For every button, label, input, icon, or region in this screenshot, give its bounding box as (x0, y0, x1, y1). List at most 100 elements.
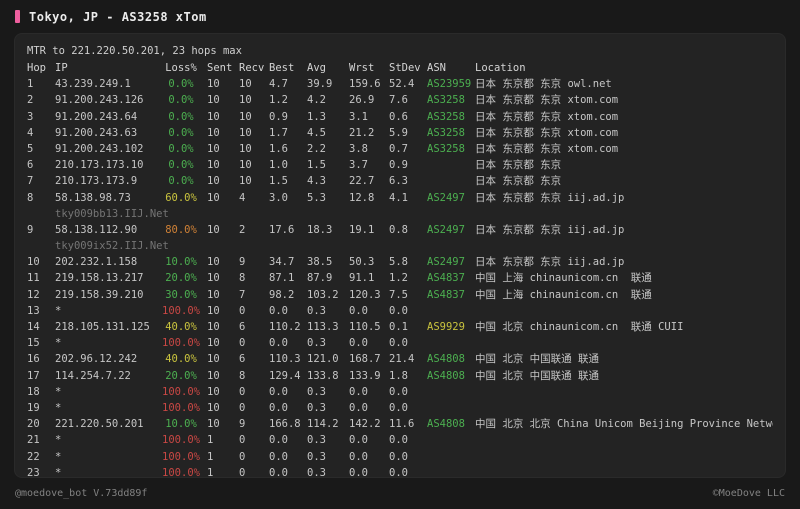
location-cell: 日本 东京都 东京 owl.net (475, 78, 612, 91)
mtr-summary: MTR to 221.220.50.201, 23 hops max (27, 45, 242, 57)
recv-cell: 9 (239, 256, 246, 269)
sent-cell: 10 (207, 337, 220, 350)
ip-cell: 210.173.173.9 (55, 175, 138, 188)
location-cell: 日本 东京都 东京 xtom.com (475, 142, 619, 155)
stdev-cell: 0.0 (389, 466, 408, 478)
stdev-cell: 1.8 (389, 369, 408, 382)
accent-bar-icon (15, 10, 20, 23)
loss-cell: 100.0% (162, 450, 200, 463)
stdev-cell: 0.8 (389, 223, 408, 236)
best-cell: 166.8 (269, 418, 301, 431)
best-cell: 0.0 (269, 337, 288, 350)
avg-cell: 133.8 (307, 369, 339, 382)
location-cell: 日本 东京都 东京 xtom.com (475, 126, 619, 139)
location-cell (475, 384, 773, 400)
table-row: 19 * 100.0% 10 0 0.0 0.3 0.0 0.0 (27, 400, 773, 416)
asn-cell: AS23959 (427, 78, 472, 91)
loss-cell: 10.0% (165, 256, 197, 269)
sent-cell: 10 (207, 256, 220, 269)
sent-cell: 10 (207, 110, 220, 123)
best-cell: 0.0 (269, 450, 288, 463)
avg-cell: 5.3 (307, 191, 326, 204)
ip-cell: 219.158.13.217 (55, 272, 144, 285)
best-cell: 110.3 (269, 353, 301, 366)
sent-cell: 10 (207, 288, 220, 301)
ip-cell: * (55, 401, 62, 414)
wrst-cell: 110.5 (349, 321, 381, 333)
ip-cell: 91.200.243.102 (55, 142, 144, 155)
ip-cell: * (55, 450, 62, 463)
avg-cell: 0.3 (307, 466, 326, 478)
table-row: 8 58.138.98.73 60.0% 10 4 3.0 5.3 12.8 4.1 AS2497… (27, 190, 773, 206)
hop-cell: 9 (27, 223, 34, 236)
ip-cell: * (55, 466, 62, 478)
recv-cell: 0 (239, 450, 246, 463)
hop-cell: 21 (27, 434, 40, 447)
loss-cell: 100.0% (162, 434, 200, 447)
title-bar: Tokyo, JP - AS3258 xTom (0, 0, 800, 33)
ip-cell: 43.239.249.1 (55, 78, 131, 91)
wrst-cell: 0.0 (349, 434, 368, 447)
recv-cell: 10 (239, 142, 252, 155)
wrst-cell: 0.0 (349, 385, 368, 398)
location-cell (475, 303, 773, 319)
stdev-cell: 0.9 (389, 159, 408, 172)
hop-cell: 7 (27, 175, 34, 188)
location-cell (475, 449, 773, 465)
sent-cell: 10 (207, 94, 220, 107)
loss-cell: 0.0% (168, 78, 194, 91)
loss-cell: 0.0% (168, 159, 194, 172)
ip-cell: 58.138.112.90 (55, 223, 138, 236)
best-cell: 1.2 (269, 94, 288, 107)
ip-cell: 210.173.173.10 (55, 159, 144, 172)
asn-cell: AS3258 (427, 110, 465, 123)
location-cell (475, 400, 773, 416)
sent-cell: 1 (207, 434, 214, 447)
hop-cell: 17 (27, 369, 40, 382)
loss-cell: 0.0% (168, 142, 194, 155)
wrst-cell: 0.0 (349, 337, 368, 350)
hop-cell: 1 (27, 78, 34, 91)
hop-cell: 2 (27, 94, 34, 107)
sent-cell: 10 (207, 304, 220, 317)
location-cell: 日本 东京都 东京 iij.ad.jp (475, 256, 625, 269)
stdev-cell: 1.2 (389, 272, 408, 285)
sent-cell: 10 (207, 321, 220, 333)
table-row: 12 219.158.39.210 30.0% 10 7 98.2 103.2 120.3 7.… (27, 287, 773, 303)
stdev-cell: 4.1 (389, 191, 408, 204)
asn-cell: AS4837 (427, 288, 465, 301)
hop-cell: 13 (27, 304, 40, 317)
sent-cell: 1 (207, 450, 214, 463)
table-row: 18 * 100.0% 10 0 0.0 0.3 0.0 0.0 (27, 384, 773, 400)
table-row: 7 210.173.173.9 0.0% 10 10 1.5 4.3 22.7 6.3 日本 东京… (27, 173, 773, 189)
avg-cell: 4.3 (307, 175, 326, 188)
loss-cell: 100.0% (162, 304, 200, 317)
column-header-wrst: Wrst (349, 62, 375, 74)
location-cell: 中国 上海 chinaunicom.cn 联通 (475, 288, 652, 301)
hop-cell: 20 (27, 418, 40, 431)
footer: @moedove_bot V.73dd89f ©MoeDove LLC (0, 478, 800, 509)
avg-cell: 0.3 (307, 450, 326, 463)
avg-cell: 0.3 (307, 337, 326, 350)
sent-cell: 10 (207, 159, 220, 172)
table-row: 6 210.173.173.10 0.0% 10 10 1.0 1.5 3.7 0.9 日本 东京… (27, 157, 773, 173)
avg-cell: 4.5 (307, 126, 326, 139)
recv-cell: 7 (239, 288, 246, 301)
location-cell: 中国 北京 中国联通 联通 (475, 353, 599, 366)
hostname-cell: tky009ix52.IIJ.Net (55, 240, 169, 253)
avg-cell: 1.5 (307, 159, 326, 172)
stdev-cell: 11.6 (389, 418, 415, 431)
ip-cell: 91.200.243.126 (55, 94, 144, 107)
recv-cell: 10 (239, 110, 252, 123)
loss-cell: 100.0% (162, 385, 200, 398)
table-row: 11 219.158.13.217 20.0% 10 8 87.1 87.9 91.1 1.2 A… (27, 270, 773, 286)
hop-cell: 16 (27, 353, 40, 366)
asn-cell (427, 157, 475, 173)
location-cell: 日本 东京都 东京 (475, 159, 562, 172)
wrst-cell: 22.7 (349, 175, 375, 188)
best-cell: 0.9 (269, 110, 288, 123)
best-cell: 98.2 (269, 288, 295, 301)
wrst-cell: 26.9 (349, 94, 375, 107)
recv-cell: 2 (239, 223, 246, 236)
table-row: 1 43.239.249.1 0.0% 10 10 4.7 39.9 159.6 52.4 AS2… (27, 76, 773, 92)
